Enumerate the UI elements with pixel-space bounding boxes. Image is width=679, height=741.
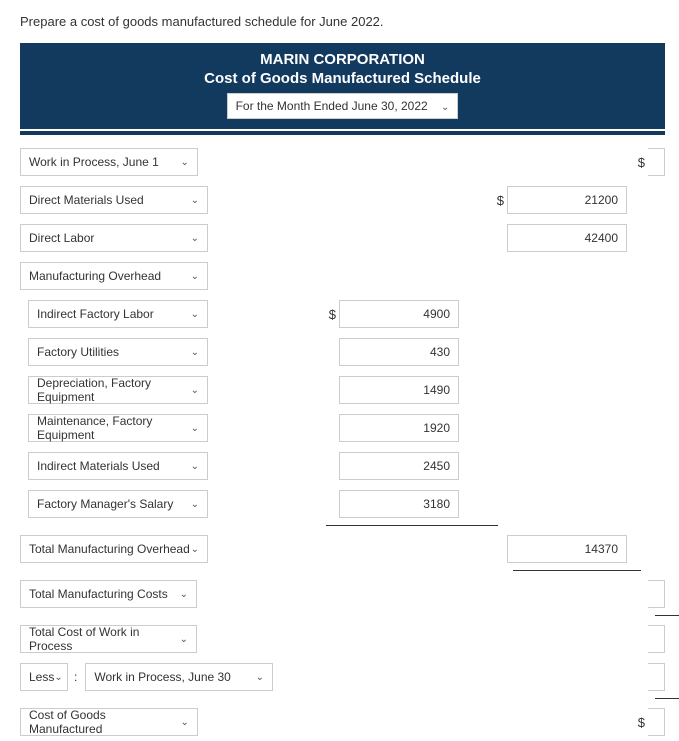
cogm-input[interactable] bbox=[648, 708, 665, 736]
cogm-select[interactable]: Cost of Goods Manufactured ⌄ bbox=[20, 708, 198, 736]
mgr-salary-label: Factory Manager's Salary bbox=[37, 497, 173, 511]
dep-equip-input[interactable] bbox=[339, 376, 459, 404]
factory-util-label: Factory Utilities bbox=[37, 345, 119, 359]
total-mfg-oh-select[interactable]: Total Manufacturing Overhead ⌄ bbox=[20, 535, 208, 563]
less-label: Less bbox=[29, 670, 54, 684]
indirect-mat-label: Indirect Materials Used bbox=[37, 459, 160, 473]
subtotal-underline bbox=[326, 525, 498, 526]
chevron-down-icon: ⌄ bbox=[191, 461, 199, 472]
total-mfg-costs-input[interactable] bbox=[648, 580, 665, 608]
dm-used-select[interactable]: Direct Materials Used ⌄ bbox=[20, 186, 208, 214]
instruction-text: Prepare a cost of goods manufactured sch… bbox=[0, 0, 679, 43]
total-wip-input[interactable] bbox=[648, 625, 665, 653]
dollar-sign: $ bbox=[322, 307, 336, 322]
chevron-down-icon: ⌄ bbox=[180, 157, 188, 168]
total-wip-label: Total Cost of Work in Process bbox=[29, 625, 180, 653]
factory-util-input[interactable] bbox=[339, 338, 459, 366]
chevron-down-icon: ⌄ bbox=[191, 309, 199, 320]
header-separator bbox=[20, 131, 665, 135]
direct-labor-input[interactable] bbox=[507, 224, 627, 252]
indirect-labor-input[interactable] bbox=[339, 300, 459, 328]
total-mfg-costs-select[interactable]: Total Manufacturing Costs ⌄ bbox=[20, 580, 197, 608]
chevron-down-icon: ⌄ bbox=[54, 672, 62, 683]
mgr-salary-input[interactable] bbox=[339, 490, 459, 518]
total-mfg-oh-label: Total Manufacturing Overhead bbox=[29, 542, 190, 556]
company-name: MARIN CORPORATION bbox=[20, 51, 665, 68]
chevron-down-icon: ⌄ bbox=[191, 233, 199, 244]
chevron-down-icon: ⌄ bbox=[441, 102, 449, 113]
period-label: For the Month Ended June 30, 2022 bbox=[236, 99, 428, 113]
chevron-down-icon: ⌄ bbox=[180, 634, 188, 645]
dollar-sign: $ bbox=[632, 155, 645, 170]
indirect-labor-label: Indirect Factory Labor bbox=[37, 307, 154, 321]
wip-end-input[interactable] bbox=[648, 663, 665, 691]
indirect-mat-select[interactable]: Indirect Materials Used ⌄ bbox=[28, 452, 208, 480]
indirect-labor-select[interactable]: Indirect Factory Labor ⌄ bbox=[28, 300, 208, 328]
period-select[interactable]: For the Month Ended June 30, 2022 ⌄ bbox=[227, 93, 459, 119]
wip-begin-label: Work in Process, June 1 bbox=[29, 155, 159, 169]
subtotal-underline bbox=[513, 570, 641, 571]
dm-used-label: Direct Materials Used bbox=[29, 193, 144, 207]
total-mfg-costs-label: Total Manufacturing Costs bbox=[29, 587, 168, 601]
schedule-name: Cost of Goods Manufactured Schedule bbox=[20, 70, 665, 87]
dep-equip-select[interactable]: Depreciation, Factory Equipment ⌄ bbox=[28, 376, 208, 404]
direct-labor-label: Direct Labor bbox=[29, 231, 94, 245]
chevron-down-icon: ⌄ bbox=[191, 499, 199, 510]
indirect-mat-input[interactable] bbox=[339, 452, 459, 480]
wip-begin-input[interactable] bbox=[648, 148, 665, 176]
subtotal-underline bbox=[655, 698, 679, 699]
dm-used-input[interactable] bbox=[507, 186, 627, 214]
colon-label: : bbox=[74, 670, 77, 684]
maint-equip-input[interactable] bbox=[339, 414, 459, 442]
chevron-down-icon: ⌄ bbox=[191, 385, 199, 396]
mgr-salary-select[interactable]: Factory Manager's Salary ⌄ bbox=[28, 490, 208, 518]
schedule-header: MARIN CORPORATION Cost of Goods Manufact… bbox=[20, 43, 665, 129]
wip-begin-select[interactable]: Work in Process, June 1 ⌄ bbox=[20, 148, 198, 176]
dollar-sign: $ bbox=[490, 193, 504, 208]
maint-equip-label: Maintenance, Factory Equipment bbox=[37, 414, 191, 442]
chevron-down-icon: ⌄ bbox=[191, 544, 199, 555]
chevron-down-icon: ⌄ bbox=[180, 589, 188, 600]
chevron-down-icon: ⌄ bbox=[180, 717, 188, 728]
wip-end-select[interactable]: Work in Process, June 30 ⌄ bbox=[85, 663, 273, 691]
total-wip-select[interactable]: Total Cost of Work in Process ⌄ bbox=[20, 625, 197, 653]
maint-equip-select[interactable]: Maintenance, Factory Equipment ⌄ bbox=[28, 414, 208, 442]
wip-end-label: Work in Process, June 30 bbox=[94, 670, 231, 684]
direct-labor-select[interactable]: Direct Labor ⌄ bbox=[20, 224, 208, 252]
chevron-down-icon: ⌄ bbox=[191, 347, 199, 358]
chevron-down-icon: ⌄ bbox=[191, 195, 199, 206]
subtotal-underline bbox=[655, 615, 679, 616]
dollar-sign: $ bbox=[632, 715, 645, 730]
factory-util-select[interactable]: Factory Utilities ⌄ bbox=[28, 338, 208, 366]
chevron-down-icon: ⌄ bbox=[191, 271, 199, 282]
chevron-down-icon: ⌄ bbox=[191, 423, 199, 434]
dep-equip-label: Depreciation, Factory Equipment bbox=[37, 376, 191, 404]
total-mfg-oh-input[interactable] bbox=[507, 535, 627, 563]
chevron-down-icon: ⌄ bbox=[256, 672, 264, 683]
mfg-oh-label: Manufacturing Overhead bbox=[29, 269, 161, 283]
cogm-label: Cost of Goods Manufactured bbox=[29, 708, 180, 736]
less-select[interactable]: Less ⌄ bbox=[20, 663, 68, 691]
mfg-oh-select[interactable]: Manufacturing Overhead ⌄ bbox=[20, 262, 208, 290]
